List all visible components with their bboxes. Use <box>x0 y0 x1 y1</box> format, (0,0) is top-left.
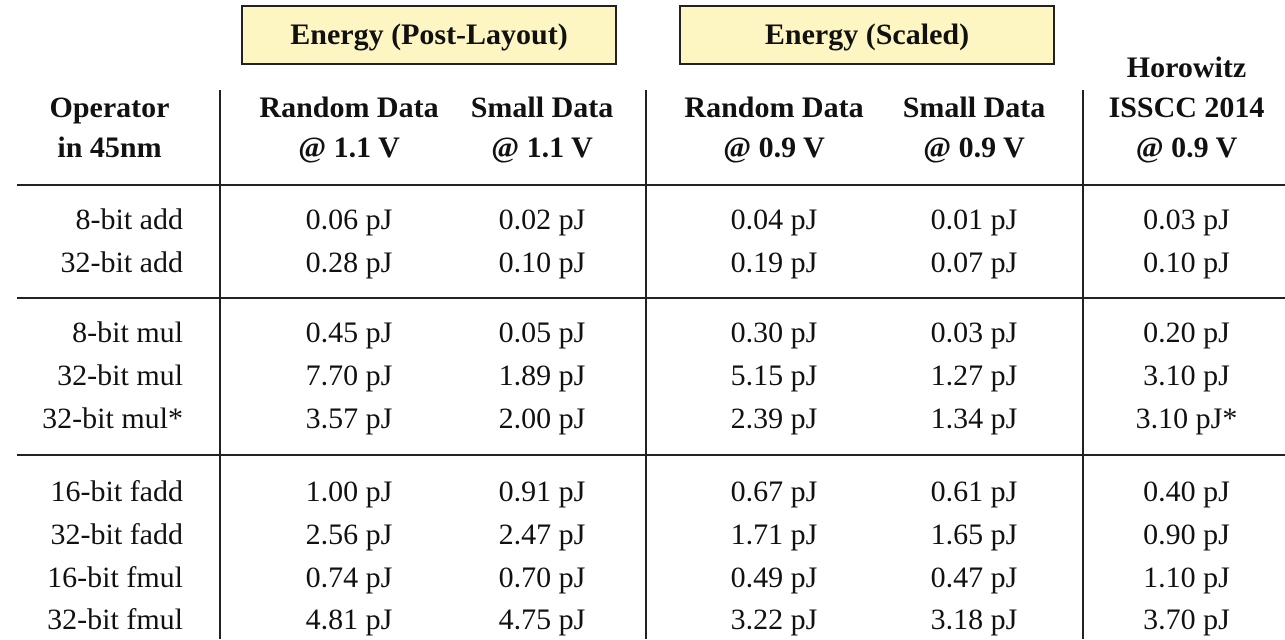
random-1v1-cell: 2.56 pJ <box>305 518 393 551</box>
column-divider <box>645 90 647 639</box>
random-0v9-cell: 0.30 pJ <box>730 316 818 349</box>
random-1v1-cell: 7.70 pJ <box>305 359 393 392</box>
operator-cell: 32-bit fmul <box>47 603 183 636</box>
col-header-line: Random Data <box>259 91 439 124</box>
col-header-line: @ 1.1 V <box>491 131 593 164</box>
column-divider <box>219 90 221 639</box>
horowitz-cell: 0.20 pJ <box>1143 316 1230 349</box>
operator-cell: 16-bit fadd <box>50 475 183 508</box>
small-0v9-cell: 3.18 pJ <box>930 603 1018 636</box>
col-header-horowitz: Horowitz ISSCC 2014 @ 0.9 V <box>1088 48 1285 168</box>
random-0v9-cell: 0.67 pJ <box>730 475 818 508</box>
horowitz-cell: 1.10 pJ <box>1143 561 1230 594</box>
small-1v1-cell: 0.70 pJ <box>498 561 586 594</box>
operator-cell: 8-bit add <box>75 203 183 236</box>
horowitz-cell: 0.03 pJ <box>1143 203 1230 236</box>
column-divider <box>1082 90 1084 639</box>
col-header-line: in 45nm <box>57 131 162 164</box>
small-0v9-cell: 0.03 pJ <box>930 316 1018 349</box>
group-rule <box>17 297 1285 299</box>
operator-cell: 32-bit mul <box>57 359 183 392</box>
random-0v9-cell: 0.49 pJ <box>730 561 818 594</box>
random-0v9-cell: 5.15 pJ <box>730 359 818 392</box>
small-0v9-cell: 1.65 pJ <box>930 518 1018 551</box>
random-0v9-cell: 3.22 pJ <box>730 603 818 636</box>
col-header-line: @ 1.1 V <box>298 131 400 164</box>
random-1v1-cell: 3.57 pJ <box>305 402 393 435</box>
small-0v9-cell: 0.07 pJ <box>930 246 1018 279</box>
small-1v1-cell: 1.89 pJ <box>498 359 586 392</box>
small-1v1-cell: 2.47 pJ <box>498 518 586 551</box>
random-1v1-cell: 0.06 pJ <box>305 203 393 236</box>
small-0v9-cell: 0.47 pJ <box>930 561 1018 594</box>
horowitz-cell: 3.70 pJ <box>1143 603 1230 636</box>
small-0v9-cell: 1.27 pJ <box>930 359 1018 392</box>
small-1v1-cell: 0.91 pJ <box>498 475 586 508</box>
header-rule <box>17 184 1285 186</box>
group-label: Energy (Post-Layout) <box>290 18 568 51</box>
col-header-small-0-9v: Small Data @ 0.9 V <box>886 88 1062 168</box>
col-header-line: @ 0.9 V <box>723 131 825 164</box>
col-header-random-0-9v: Random Data @ 0.9 V <box>668 88 880 168</box>
horowitz-cell: 0.10 pJ <box>1143 246 1230 279</box>
group-rule <box>17 454 1285 456</box>
small-0v9-cell: 0.61 pJ <box>930 475 1018 508</box>
small-0v9-cell: 1.34 pJ <box>930 402 1018 435</box>
col-header-line: Horowitz <box>1126 51 1247 84</box>
col-header-line: @ 0.9 V <box>923 131 1025 164</box>
operator-cell: 32-bit fadd <box>50 518 183 551</box>
random-0v9-cell: 0.19 pJ <box>730 246 818 279</box>
operator-cell: 32-bit mul* <box>42 402 183 435</box>
operator-cell: 8-bit mul <box>72 316 183 349</box>
random-1v1-cell: 0.45 pJ <box>305 316 393 349</box>
random-1v1-cell: 4.81 pJ <box>305 603 393 636</box>
random-0v9-cell: 2.39 pJ <box>730 402 818 435</box>
group-header-post-layout: Energy (Post-Layout) <box>241 5 617 65</box>
operator-cell: 32-bit add <box>60 246 183 279</box>
small-1v1-cell: 0.10 pJ <box>498 246 586 279</box>
horowitz-cell: 0.40 pJ <box>1143 475 1230 508</box>
random-1v1-cell: 1.00 pJ <box>305 475 393 508</box>
small-0v9-cell: 0.01 pJ <box>930 203 1018 236</box>
random-0v9-cell: 0.04 pJ <box>730 203 818 236</box>
horowitz-cell: 3.10 pJ* <box>1135 402 1238 435</box>
col-header-line: Random Data <box>684 91 864 124</box>
small-1v1-cell: 0.02 pJ <box>498 203 586 236</box>
group-label: Energy (Scaled) <box>764 18 970 51</box>
col-header-line: Operator <box>49 91 170 124</box>
horowitz-cell: 0.90 pJ <box>1143 518 1230 551</box>
col-header-line: Small Data <box>470 91 614 124</box>
random-1v1-cell: 0.74 pJ <box>305 561 393 594</box>
col-header-small-1-1v: Small Data @ 1.1 V <box>457 88 627 168</box>
col-header-line: ISSCC 2014 <box>1108 91 1265 124</box>
group-header-scaled: Energy (Scaled) <box>679 5 1055 65</box>
col-header-line: @ 0.9 V <box>1135 131 1238 164</box>
col-header-operator: Operator in 45nm <box>17 88 202 168</box>
random-1v1-cell: 0.28 pJ <box>305 246 393 279</box>
operator-cell: 16-bit fmul <box>47 561 183 594</box>
small-1v1-cell: 0.05 pJ <box>498 316 586 349</box>
small-1v1-cell: 4.75 pJ <box>498 603 586 636</box>
small-1v1-cell: 2.00 pJ <box>498 402 586 435</box>
random-0v9-cell: 1.71 pJ <box>730 518 818 551</box>
col-header-random-1-1v: Random Data @ 1.1 V <box>246 88 452 168</box>
col-header-line: Small Data <box>902 91 1046 124</box>
horowitz-cell: 3.10 pJ <box>1143 359 1230 392</box>
